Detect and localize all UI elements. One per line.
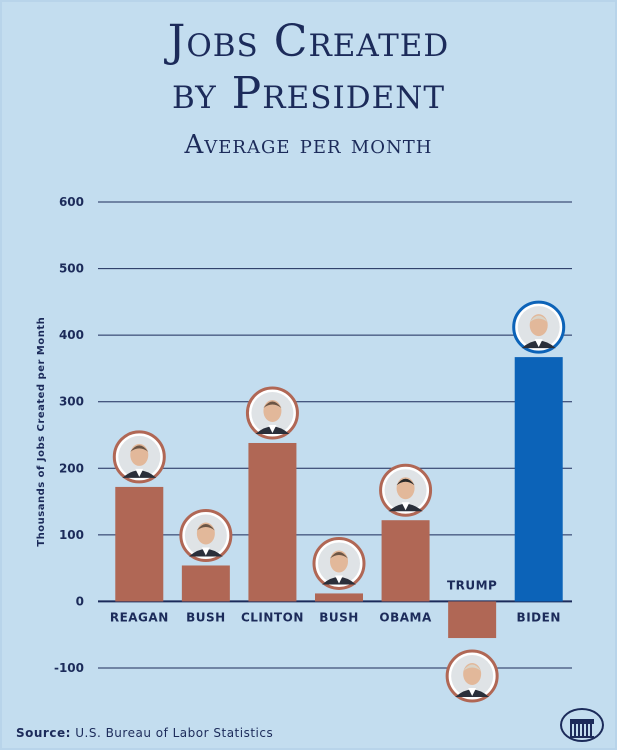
bush-jr-portrait-icon bbox=[312, 536, 366, 590]
category-label: OBAMA bbox=[379, 610, 432, 624]
category-label: TRUMP bbox=[447, 578, 497, 592]
reagan-portrait-icon bbox=[112, 430, 166, 484]
y-axis-label: Thousands of Jobs Created per Month bbox=[36, 317, 47, 547]
y-tick-label: -100 bbox=[54, 661, 84, 675]
category-label: BIDEN bbox=[517, 610, 561, 624]
category-label: BUSH bbox=[319, 610, 359, 624]
trump-portrait-icon bbox=[445, 649, 499, 703]
chart-title-line1: Jobs Created bbox=[167, 16, 450, 67]
y-tick-label: 200 bbox=[59, 461, 84, 475]
source-text: U.S. Bureau of Labor Statistics bbox=[75, 726, 274, 740]
clinton-portrait-icon bbox=[245, 386, 299, 440]
y-tick-label: 100 bbox=[59, 528, 84, 542]
chart-title-line2: by President bbox=[171, 68, 446, 119]
y-tick-label: 600 bbox=[59, 195, 84, 209]
obama-portrait-icon bbox=[379, 463, 433, 517]
bar bbox=[115, 486, 164, 602]
bar bbox=[248, 442, 297, 602]
bush-sr-portrait-icon bbox=[179, 508, 233, 562]
bar bbox=[181, 565, 230, 602]
bar bbox=[381, 520, 430, 602]
bar bbox=[514, 357, 563, 602]
white-house-icon bbox=[560, 708, 604, 742]
y-tick-label: 300 bbox=[59, 395, 84, 409]
y-tick-label: 500 bbox=[59, 262, 84, 276]
category-label: BUSH bbox=[186, 610, 226, 624]
bar bbox=[315, 593, 363, 602]
source-label: Source: bbox=[16, 726, 71, 740]
chart-subtitle: Average per month bbox=[184, 130, 433, 160]
y-tick-label: 0 bbox=[76, 594, 84, 608]
biden-portrait-icon bbox=[512, 300, 566, 354]
category-label: CLINTON bbox=[241, 610, 304, 624]
y-tick-label: 400 bbox=[59, 328, 84, 342]
source-note: Source: U.S. Bureau of Labor Statistics bbox=[16, 726, 273, 740]
bar bbox=[448, 601, 497, 639]
category-label: REAGAN bbox=[110, 610, 169, 624]
